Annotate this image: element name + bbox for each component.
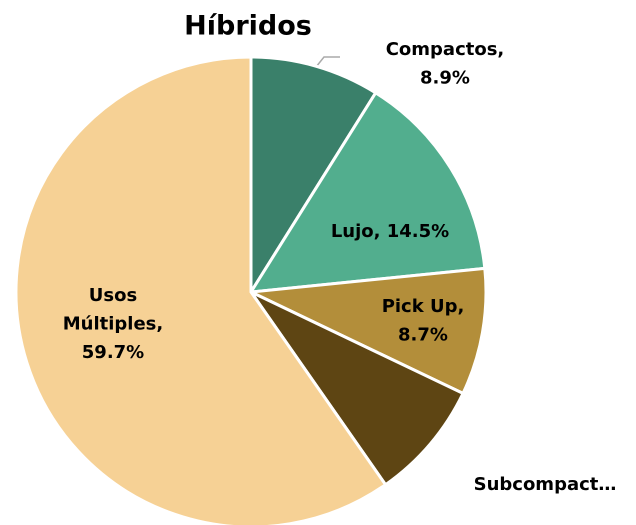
- pie-slice: [14, 55, 388, 525]
- leader-line: [315, 56, 340, 68]
- pie-slice: [248, 90, 487, 294]
- data-label: Pick Up,: [382, 296, 465, 317]
- data-label: Lujo, 14.5%: [331, 221, 449, 242]
- data-label: Usos: [89, 285, 137, 306]
- pie-slice: [245, 266, 488, 396]
- pie-slice: [246, 288, 466, 487]
- data-label: 8.9%: [420, 68, 470, 89]
- pie-slice: [249, 55, 378, 298]
- data-label: 59.7%: [82, 342, 144, 363]
- data-label: Compactos,: [386, 39, 505, 60]
- data-label: Múltiples,: [63, 314, 164, 335]
- data-label: 8.7%: [398, 325, 448, 346]
- chart-title: Híbridos: [184, 11, 312, 42]
- data-label: Subcompact…: [474, 474, 617, 495]
